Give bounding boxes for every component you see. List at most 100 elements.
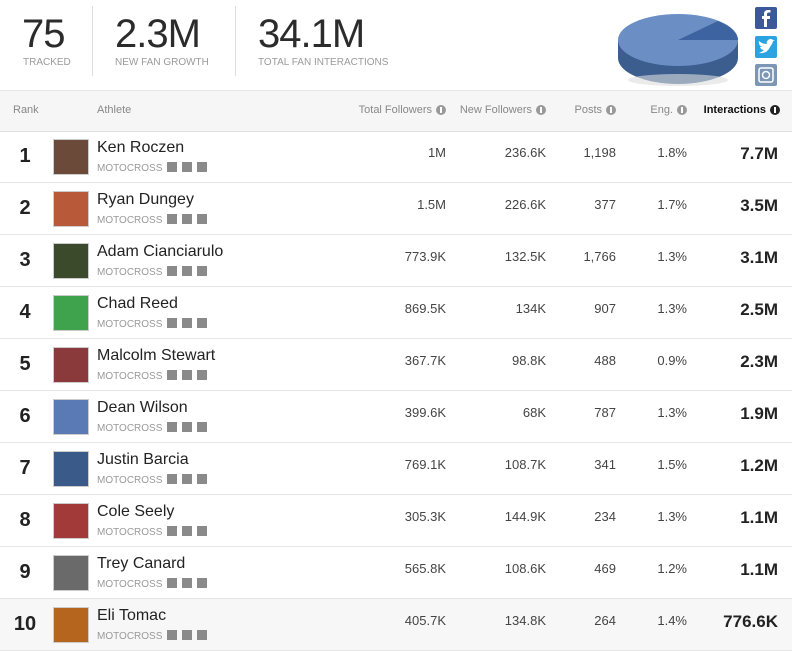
column-header[interactable]: Interactions: [704, 104, 780, 116]
athlete-avatar: [53, 399, 89, 435]
social-icon[interactable]: [182, 162, 192, 172]
social-icon[interactable]: [197, 422, 207, 432]
posts: 907: [594, 301, 616, 316]
new-followers: 132.5K: [504, 249, 546, 264]
instagram-glyph: [761, 70, 771, 80]
rank: 10: [13, 613, 37, 635]
athlete-name[interactable]: Ryan Dungey: [97, 191, 194, 208]
social-icon[interactable]: [167, 266, 177, 276]
rank: 1: [19, 145, 31, 167]
social-icon[interactable]: [197, 578, 207, 588]
social-icon[interactable]: [167, 630, 177, 640]
social-icon[interactable]: [167, 474, 177, 484]
interactions: 1.1M: [740, 560, 778, 579]
info-icon[interactable]: [677, 105, 687, 115]
social-icon[interactable]: [197, 630, 207, 640]
social-icon[interactable]: [182, 214, 192, 224]
athlete-sport: MOTOCROSS: [97, 371, 163, 382]
athlete-name[interactable]: Trey Canard: [97, 555, 186, 572]
stat-value: 2.3M: [115, 12, 201, 56]
total-followers: 769.1K: [404, 457, 446, 472]
athlete-name[interactable]: Adam Cianciarulo: [97, 243, 224, 260]
column-header[interactable]: Posts: [574, 104, 616, 116]
athlete-name[interactable]: Dean Wilson: [97, 399, 188, 416]
social-icon[interactable]: [182, 630, 192, 640]
social-icon[interactable]: [167, 318, 177, 328]
new-followers: 108.7K: [504, 457, 546, 472]
info-icon[interactable]: [436, 105, 446, 115]
social-icon[interactable]: [167, 578, 177, 588]
social-icon[interactable]: [197, 526, 207, 536]
engagement: 1.4%: [657, 613, 687, 628]
athlete-name[interactable]: Malcolm Stewart: [97, 347, 216, 364]
posts: 488: [594, 353, 616, 368]
pie-shadow: [628, 74, 728, 86]
new-followers: 144.9K: [504, 509, 546, 524]
posts: 1,198: [583, 145, 616, 160]
facebook-glyph: [762, 10, 771, 27]
new-followers: 98.8K: [512, 353, 546, 368]
interactions: 3.5M: [740, 196, 778, 215]
rank: 4: [19, 301, 31, 323]
social-icon[interactable]: [182, 318, 192, 328]
table-row[interactable]: [0, 443, 792, 495]
social-icon[interactable]: [182, 422, 192, 432]
info-icon[interactable]: [606, 105, 616, 115]
social-icon[interactable]: [182, 526, 192, 536]
social-icon[interactable]: [197, 370, 207, 380]
social-icon[interactable]: [182, 266, 192, 276]
table-row[interactable]: [0, 495, 792, 547]
social-icon[interactable]: [197, 162, 207, 172]
summary-pie-icon: [618, 14, 738, 86]
pie-slice: [678, 21, 738, 40]
athlete-name[interactable]: Eli Tomac: [97, 607, 167, 624]
social-icon[interactable]: [197, 266, 207, 276]
social-icon[interactable]: [167, 526, 177, 536]
athlete-sport: MOTOCROSS: [97, 319, 163, 330]
social-icon[interactable]: [167, 214, 177, 224]
engagement: 1.3%: [657, 405, 687, 420]
info-icon[interactable]: [536, 105, 546, 115]
table-row[interactable]: [0, 547, 792, 599]
athlete-avatar: [53, 295, 89, 331]
table-row[interactable]: [0, 339, 792, 391]
athlete-name[interactable]: Justin Barcia: [97, 451, 189, 468]
instagram-glyph: [758, 67, 774, 83]
social-icon[interactable]: [197, 214, 207, 224]
social-icons: [755, 7, 777, 86]
table-row[interactable]: [0, 235, 792, 287]
column-header[interactable]: New Followers: [460, 104, 546, 116]
rank: 6: [19, 405, 31, 427]
posts: 469: [594, 561, 616, 576]
athlete-name[interactable]: Chad Reed: [97, 295, 178, 312]
social-icon[interactable]: [167, 162, 177, 172]
table-row[interactable]: [0, 287, 792, 339]
separator: [92, 6, 93, 76]
social-icon[interactable]: [182, 578, 192, 588]
social-icon[interactable]: [197, 474, 207, 484]
column-header[interactable]: Total Followers: [359, 104, 446, 116]
social-icon[interactable]: [167, 370, 177, 380]
rank: 9: [19, 561, 31, 583]
athlete-name[interactable]: Cole Seely: [97, 503, 175, 520]
social-icon[interactable]: [197, 318, 207, 328]
instagram-icon[interactable]: [755, 64, 777, 86]
column-header[interactable]: Eng.: [650, 104, 687, 116]
posts: 377: [594, 197, 616, 212]
table-row[interactable]: [0, 391, 792, 443]
athlete-sport: MOTOCROSS: [97, 423, 163, 434]
social-icon[interactable]: [167, 422, 177, 432]
posts: 264: [594, 613, 616, 628]
twitter-glyph: [758, 39, 775, 54]
info-icon[interactable]: [770, 105, 780, 115]
social-icon[interactable]: [182, 474, 192, 484]
interactions: 1.9M: [740, 404, 778, 423]
table-row[interactable]: [0, 183, 792, 235]
engagement: 1.3%: [657, 249, 687, 264]
table-row[interactable]: [0, 131, 792, 183]
interactions: 7.7M: [740, 144, 778, 163]
social-icon[interactable]: [182, 370, 192, 380]
table-row[interactable]: [0, 599, 792, 651]
athlete-name[interactable]: Ken Roczen: [97, 139, 185, 156]
